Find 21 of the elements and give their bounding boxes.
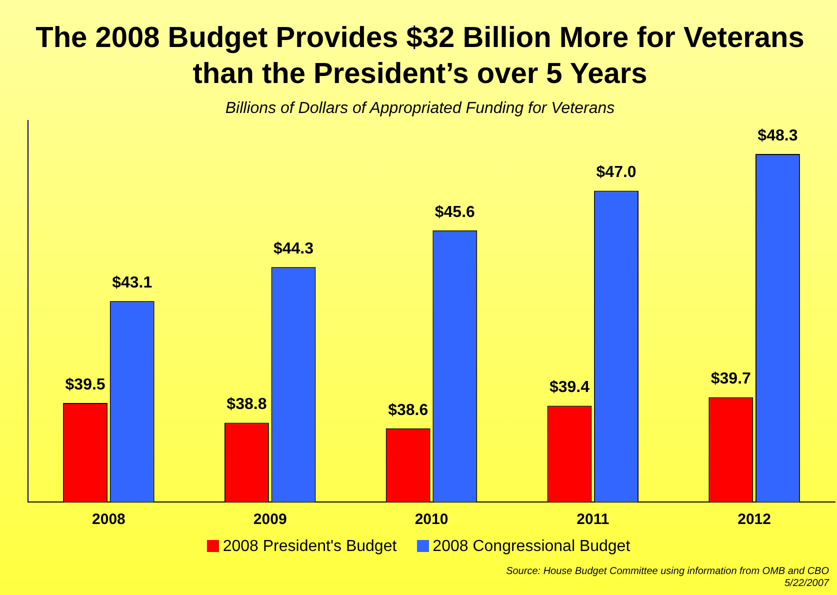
data-label: $39.4 [549,379,590,396]
data-label: $38.6 [388,402,428,419]
data-label: $48.3 [758,127,798,144]
data-label: $47.0 [596,164,636,182]
x-tick-label: 2010 [414,511,448,528]
chart-title: The 2008 Budget Provides $32 Billion More for Veterans than the President’s over 5 Years [34,21,806,92]
data-label: $39.7 [710,370,752,388]
chart-subtitle: Billions of Dollars of Appropriated Funding for Veterans [224,100,616,118]
legend-label: 2008 President's Budget [222,538,397,555]
text: 5/22/2007 [784,578,829,590]
data-label: $38.8 [226,396,267,414]
x-tick-label: 2009 [253,511,287,528]
x-tick-label: 2008 [92,511,126,528]
x-tick-label: 2011 [576,511,610,528]
data-label: $43.1 [112,274,152,292]
legend-label: 2008 Congressional Budget [432,538,630,555]
data-label: $44.3 [273,240,314,258]
data-label: $45.6 [434,204,476,221]
source-note: Source: House Budget Committee using information from OMB and CBO [506,566,829,578]
data-label: $39.5 [65,376,106,394]
x-tick-label: 2012 [738,511,771,528]
